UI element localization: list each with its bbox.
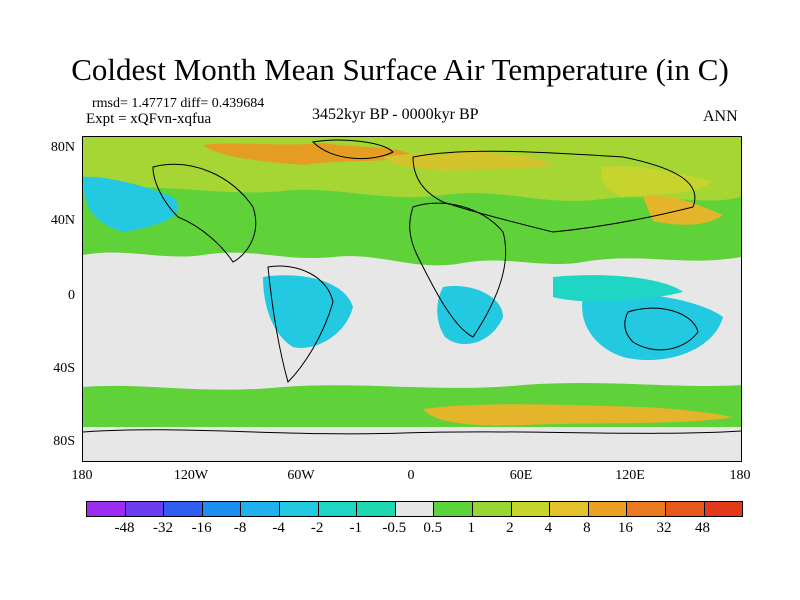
colorbar-label: 4 xyxy=(544,520,553,536)
colorbar-label: 0.5 xyxy=(423,520,443,536)
colorbar-label: 48 xyxy=(694,520,710,536)
lon-label-180w: 180 xyxy=(71,468,93,483)
colorbar-box xyxy=(665,502,705,516)
colorbar-box xyxy=(202,502,242,516)
australia-cool xyxy=(582,293,723,361)
indian-ocean-cool xyxy=(553,275,683,302)
colorbar-label: -1 xyxy=(349,520,362,536)
colorbar-label: 32 xyxy=(656,520,672,536)
colorbar-box xyxy=(550,502,589,516)
period-label: 3452kyr BP - 0000kyr BP xyxy=(312,106,479,123)
chart-title: Coldest Month Mean Surface Air Temperatu… xyxy=(71,52,729,87)
colorbar-label: -2 xyxy=(310,520,324,536)
antarctica-coastline xyxy=(83,429,741,435)
stats-text: rmsd= 1.47717 diff= 0.439684 xyxy=(92,96,265,111)
colorbar-label: 1 xyxy=(467,520,476,536)
colorbar-box xyxy=(87,502,126,516)
colorbar-box xyxy=(588,502,628,516)
colorbar-box xyxy=(318,502,358,516)
antarctica-region xyxy=(83,427,741,461)
lon-label-60w: 60W xyxy=(287,468,315,483)
colorbar-box xyxy=(164,502,203,516)
colorbar-label: -8 xyxy=(233,520,247,536)
map-svg xyxy=(83,137,741,461)
colorbar-label: -4 xyxy=(272,520,285,536)
north-pacific-cool xyxy=(83,176,179,232)
colorbar-box xyxy=(511,502,551,516)
lon-label-120e: 120E xyxy=(615,468,645,483)
temperature-map xyxy=(82,136,742,462)
colorbar-label: -0.5 xyxy=(382,520,407,536)
australia-outline xyxy=(624,307,699,351)
greenland-outline xyxy=(311,139,394,160)
lat-label-80n: 80N xyxy=(50,140,75,155)
colorbar-box xyxy=(279,502,319,516)
season-label: ANN xyxy=(703,108,738,125)
north-america-outline xyxy=(152,163,257,263)
colorbar-label: -16 xyxy=(191,520,212,536)
lon-label-180e: 180 xyxy=(729,468,751,483)
lat-label-40s: 40S xyxy=(53,361,75,376)
pacific-north-patch xyxy=(601,166,713,197)
greenland-warm-patch xyxy=(203,143,413,165)
colorbar-box xyxy=(704,502,743,516)
colorbar-box xyxy=(241,502,280,516)
eurasia-outline xyxy=(412,150,696,233)
lat-label-80s: 80S xyxy=(53,434,75,449)
south-america-outline xyxy=(267,265,334,383)
colorbar-label: -32 xyxy=(153,520,174,536)
antarctic-warm-patch xyxy=(423,404,733,426)
colorbar-box xyxy=(395,502,435,516)
colorbar-label: 8 xyxy=(583,520,591,536)
colorbar-box xyxy=(472,502,512,516)
lon-label-60e: 60E xyxy=(509,468,533,483)
lon-label-120w: 120W xyxy=(173,468,209,483)
africa-cool xyxy=(437,286,503,345)
colorbar-box xyxy=(434,502,473,516)
lon-label-0: 0 xyxy=(407,468,415,483)
colorbar-box xyxy=(125,502,165,516)
lat-label-eq: 0 xyxy=(68,288,75,303)
colorbar-label: -48 xyxy=(114,520,135,536)
lat-label-40n: 40N xyxy=(50,213,75,228)
colorbar-box xyxy=(357,502,396,516)
japan-warm-patch xyxy=(643,196,723,225)
experiment-label: Expt = xQFvn-xqfua xyxy=(86,111,212,127)
colorbar-label: 16 xyxy=(617,520,633,536)
colorbar-box xyxy=(627,502,666,516)
colorbar-label: 2 xyxy=(506,520,514,536)
colorbar xyxy=(86,501,743,517)
